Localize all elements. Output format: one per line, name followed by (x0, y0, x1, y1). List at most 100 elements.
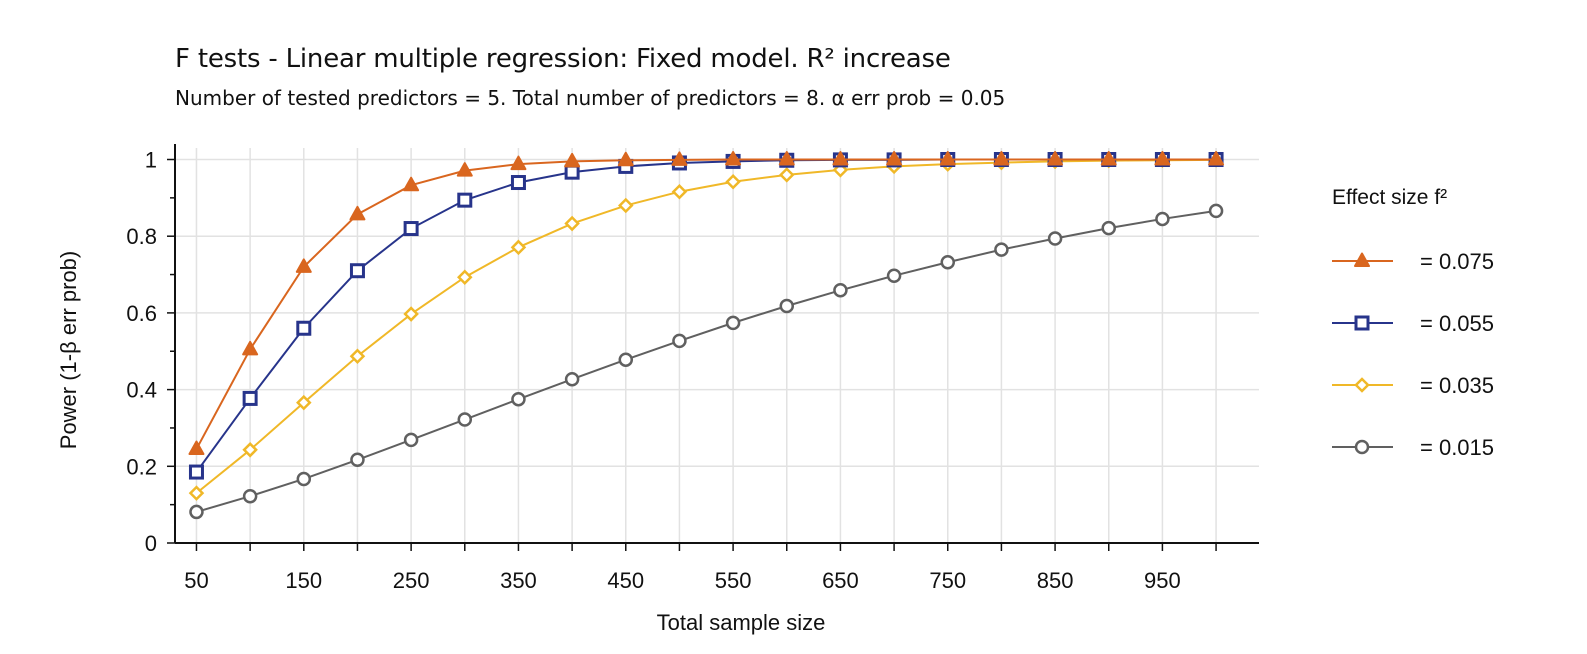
x-tick-label: 650 (822, 568, 859, 593)
circle-marker (833, 283, 848, 298)
square-marker (510, 175, 526, 191)
circle-marker (564, 371, 580, 387)
y-tick-label: 1 (145, 148, 157, 173)
triangle-marker (349, 205, 366, 221)
diamond-marker (296, 394, 312, 411)
circle-marker (511, 391, 526, 407)
circle-marker (403, 432, 419, 448)
y-tick-label: 0.6 (126, 301, 157, 326)
legend: = 0.075 = 0.055 = 0.035 = 0.015 (1332, 249, 1494, 460)
x-tick-label: 250 (393, 568, 430, 593)
diamond-marker (188, 485, 205, 501)
square-marker (296, 320, 312, 336)
triangle-marker (1208, 151, 1225, 166)
circle-marker (1354, 439, 1370, 455)
series-line (196, 209, 1217, 513)
circle-marker (779, 298, 795, 314)
series-line (195, 158, 1217, 494)
triangle-marker (1047, 151, 1064, 166)
triangle-marker (886, 151, 903, 166)
triangle-marker (617, 151, 634, 167)
triangle-marker (564, 152, 581, 168)
diamond-marker (349, 348, 366, 365)
circle-marker (1101, 220, 1116, 236)
x-tick-label: 450 (607, 568, 644, 593)
grid-lines (175, 148, 1259, 543)
diamond-marker (242, 442, 258, 458)
legend-title: Effect size f² (1332, 186, 1447, 209)
series-diamond (188, 152, 1224, 501)
legend-label: = 0.075 (1420, 249, 1494, 274)
circle-marker (242, 488, 258, 504)
triangle-marker (1154, 151, 1171, 166)
circle-marker (1208, 203, 1224, 219)
triangle-marker (725, 151, 742, 166)
legend-label: = 0.035 (1420, 373, 1494, 398)
square-marker (1354, 315, 1370, 331)
circle-marker (940, 255, 956, 270)
x-tick-label: 350 (500, 568, 537, 593)
series-square (188, 152, 1224, 480)
circle-marker (296, 471, 312, 487)
diamond-marker (403, 306, 419, 322)
circle-marker (672, 333, 687, 349)
triangle-marker (1100, 151, 1117, 166)
series-line (195, 158, 1217, 473)
circle-marker (350, 452, 365, 468)
x-tick-label: 150 (285, 568, 322, 593)
y-tick-label: 0.4 (126, 378, 157, 403)
x-tick-label: 750 (929, 568, 966, 593)
triangle-marker (403, 176, 420, 192)
square-marker (349, 263, 365, 279)
x-axis-label: Total sample size (657, 610, 826, 635)
circle-marker (886, 268, 902, 283)
triangle-marker (510, 155, 527, 171)
x-tick-label: 950 (1144, 568, 1181, 593)
square-marker (188, 464, 204, 480)
series-circle (189, 203, 1224, 520)
chart-subtitle: Number of tested predictors = 5. Total n… (175, 86, 1006, 110)
triangle-marker (671, 151, 688, 166)
x-tick-label: 50 (184, 568, 208, 593)
circle-marker (994, 242, 1009, 257)
x-tick-label: 850 (1037, 568, 1074, 593)
y-axis-label: Power (1-β err prob) (56, 251, 81, 449)
diamond-marker (457, 269, 473, 286)
diamond-marker (510, 239, 527, 256)
series-triangle (188, 151, 1225, 456)
x-tick-label: 550 (715, 568, 752, 593)
diamond-marker (564, 215, 580, 232)
circle-marker (1047, 231, 1063, 246)
series-line (195, 158, 1217, 450)
triangle-marker (939, 151, 956, 166)
circle-marker (618, 352, 634, 367)
legend-label: = 0.015 (1420, 435, 1494, 460)
triangle-marker (295, 258, 312, 273)
legend-item: = 0.075 (1332, 249, 1494, 274)
square-marker (564, 164, 580, 180)
diamond-marker (671, 183, 688, 200)
diamond-marker (618, 197, 634, 214)
square-marker (242, 390, 258, 406)
triangle-marker (456, 162, 473, 177)
triangle-marker (778, 151, 795, 166)
square-marker (403, 221, 419, 237)
chart-title: F tests - Linear multiple regression: Fi… (175, 44, 951, 74)
legend-label: = 0.055 (1420, 311, 1494, 336)
diamond-marker (1354, 377, 1370, 393)
diamond-marker (778, 167, 795, 183)
triangle-marker (832, 151, 849, 166)
y-tick-label: 0 (145, 531, 157, 556)
triangle-marker (993, 151, 1010, 166)
y-tick-label: 0.2 (126, 454, 157, 479)
circle-marker (725, 315, 741, 331)
triangle-marker (188, 440, 205, 456)
series-layer (188, 151, 1225, 520)
circle-marker (1155, 211, 1170, 227)
circle-marker (189, 504, 204, 520)
diamond-marker (725, 173, 741, 190)
circle-marker (457, 412, 473, 427)
legend-item: = 0.015 (1332, 435, 1494, 460)
